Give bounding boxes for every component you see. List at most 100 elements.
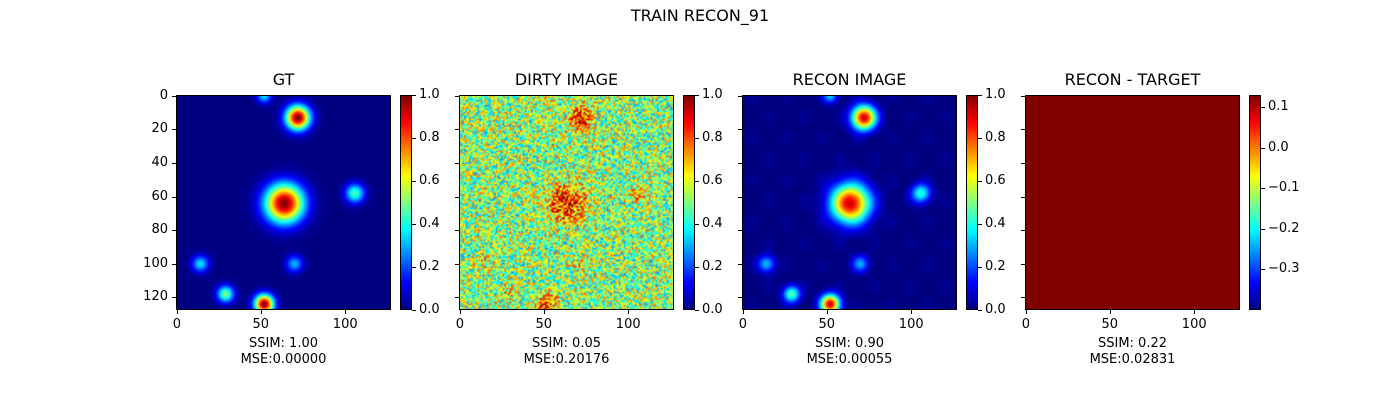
y-tick: [738, 230, 742, 232]
x-tick: [543, 310, 545, 314]
y-tick: [738, 129, 742, 131]
colorbar-tick-label: 0.4: [419, 216, 440, 231]
colorbar-tick: [1261, 107, 1265, 109]
ssim-label: SSIM: 0.05: [531, 336, 601, 351]
colorbar-tick-label: 0.2: [985, 259, 1006, 274]
metrics-label: SSIM: 0.05 MSE:0.20176: [459, 336, 674, 368]
colorbar-tick-label: 0.6: [419, 173, 440, 188]
y-tick: [1021, 297, 1025, 299]
colorbar-tick-label: 0.8: [419, 130, 440, 145]
y-tick: [1021, 196, 1025, 198]
y-tick-label: 60: [151, 188, 168, 204]
y-tick-label: 0: [159, 87, 168, 103]
colorbar-tick-label: 0.8: [702, 130, 723, 145]
colorbar-tick: [1261, 269, 1265, 271]
heatmap-image: [459, 95, 674, 310]
colorbar-tick-label: 1.0: [702, 87, 723, 102]
colorbar-tick: [412, 310, 416, 311]
colorbar-tick: [695, 267, 699, 268]
panel-title: RECON - TARGET: [1064, 70, 1201, 89]
x-tick-label: 50: [818, 317, 836, 332]
x-tick: [1025, 310, 1027, 314]
colorbar-tick: [1261, 188, 1265, 190]
colorbar-tick: [412, 267, 416, 268]
metrics-label: SSIM: 0.22 MSE:0.02831: [1025, 336, 1240, 368]
colorbar-tick-label: 1.0: [419, 87, 440, 102]
y-tick-label: 20: [151, 121, 168, 137]
colorbar: [1249, 95, 1261, 310]
panel-title: RECON IMAGE: [792, 70, 907, 89]
metrics-label: SSIM: 0.90 MSE:0.00055: [742, 336, 957, 368]
x-tick: [176, 310, 178, 314]
colorbar-tick: [695, 224, 699, 225]
y-tick: [172, 230, 176, 232]
y-tick: [738, 297, 742, 299]
colorbar-tick-label: 0.1: [1268, 99, 1289, 115]
y-tick: [1021, 230, 1025, 232]
x-tick-label: 0: [738, 317, 747, 332]
colorbar-tick-label: 0.4: [985, 216, 1006, 231]
y-tick: [455, 230, 459, 232]
panel-title: GT: [272, 70, 295, 89]
x-tick-label: 0: [172, 317, 181, 332]
y-tick: [738, 163, 742, 165]
colorbar: [400, 95, 412, 310]
mse-label: MSE:0.00000: [240, 352, 327, 367]
heatmap-image: [742, 95, 957, 310]
colorbar-tick-label: 0.8: [985, 130, 1006, 145]
x-tick: [910, 310, 912, 314]
x-tick: [627, 310, 629, 314]
y-tick-label: 80: [151, 222, 168, 238]
y-tick: [455, 129, 459, 131]
ssim-label: SSIM: 1.00: [248, 336, 318, 351]
y-tick: [172, 297, 176, 299]
y-tick: [172, 196, 176, 198]
y-tick-label: 40: [151, 155, 168, 171]
x-tick-label: 50: [1101, 317, 1119, 332]
y-tick: [455, 196, 459, 198]
x-tick-label: 50: [252, 317, 270, 332]
y-tick: [455, 95, 459, 97]
y-tick: [172, 129, 176, 131]
colorbar-tick-label: 1.0: [985, 87, 1006, 102]
colorbar-tick-label: 0.0: [1268, 139, 1289, 155]
y-tick: [172, 163, 176, 165]
colorbar: [683, 95, 695, 310]
y-tick: [172, 95, 176, 97]
y-tick: [1021, 263, 1025, 265]
y-tick: [738, 263, 742, 265]
colorbar-tick-label: 0.0: [419, 302, 440, 317]
x-tick: [260, 310, 262, 314]
x-tick-label: 0: [455, 317, 464, 332]
panel-title: DIRTY IMAGE: [514, 70, 619, 89]
colorbar-tick: [1261, 228, 1265, 230]
y-tick: [1021, 163, 1025, 165]
y-tick: [1021, 95, 1025, 97]
colorbar-tick-label: 0.0: [985, 302, 1006, 317]
colorbar-tick: [695, 181, 699, 182]
x-tick-label: 100: [615, 317, 641, 332]
colorbar: [966, 95, 978, 310]
colorbar-tick: [695, 310, 699, 311]
y-tick: [455, 297, 459, 299]
y-tick: [172, 263, 176, 265]
x-tick-label: 100: [898, 317, 924, 332]
colorbar-tick: [978, 138, 982, 139]
colorbar-tick: [695, 95, 699, 96]
x-tick: [1109, 310, 1111, 314]
colorbar-tick: [978, 224, 982, 225]
figure-title: TRAIN RECON_91: [630, 6, 770, 25]
ssim-label: SSIM: 0.22: [1097, 336, 1167, 351]
y-tick-label: 100: [143, 255, 168, 271]
x-tick-label: 50: [535, 317, 553, 332]
mse-label: MSE:0.20176: [523, 352, 610, 367]
colorbar-tick-label: 0.2: [419, 259, 440, 274]
colorbar-tick-label: −0.3: [1268, 261, 1300, 277]
y-tick: [738, 95, 742, 97]
colorbar-tick-label: 0.2: [702, 259, 723, 274]
ssim-label: SSIM: 0.90: [814, 336, 884, 351]
x-tick-label: 0: [1021, 317, 1030, 332]
y-tick-label: 120: [143, 289, 168, 305]
colorbar-tick: [412, 181, 416, 182]
colorbar-tick: [978, 181, 982, 182]
